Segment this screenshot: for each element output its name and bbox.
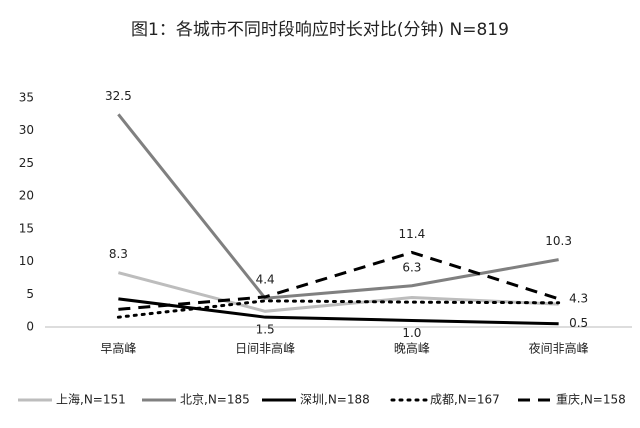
- series-line: [116, 299, 561, 319]
- data-label: 8.3: [109, 247, 128, 261]
- x-tick-label: 早高峰: [100, 341, 136, 356]
- y-tick-label: 15: [19, 221, 34, 235]
- x-tick-label: 夜间非高峰: [529, 341, 589, 356]
- data-label: 4.4: [256, 273, 275, 287]
- y-tick-label: 35: [19, 91, 34, 105]
- data-label: 32.5: [105, 89, 132, 103]
- x-tick-label: 日间非高峰: [235, 341, 295, 356]
- legend-label: 上海,N=151: [56, 392, 126, 407]
- data-label: 1.5: [256, 323, 275, 337]
- series-line: [117, 113, 559, 300]
- y-tick-label: 5: [26, 287, 34, 301]
- x-tick-label: 晚高峰: [394, 341, 430, 356]
- y-tick-label: 20: [19, 189, 34, 203]
- data-label: 1.0: [402, 326, 421, 340]
- y-tick-label: 10: [19, 254, 34, 268]
- legend-label: 北京,N=185: [180, 393, 250, 407]
- legend-label: 成都,N=167: [430, 393, 500, 407]
- chart-title: 图1：各城市不同时段响应时长对比(分钟) N=819: [131, 20, 509, 40]
- data-label: 0.5: [569, 316, 588, 330]
- y-tick-label: 25: [19, 156, 34, 170]
- series-line: [117, 271, 559, 313]
- legend-label: 深圳,N=188: [300, 393, 370, 407]
- data-label: 4.3: [569, 291, 588, 305]
- data-label: 11.4: [399, 227, 426, 241]
- data-label: 6.3: [402, 260, 421, 274]
- y-tick-label: 0: [26, 320, 34, 334]
- legend-label: 重庆,N=158: [556, 393, 626, 407]
- series-line: [118, 250, 560, 311]
- y-tick-label: 30: [19, 123, 34, 137]
- data-label: 10.3: [545, 234, 572, 248]
